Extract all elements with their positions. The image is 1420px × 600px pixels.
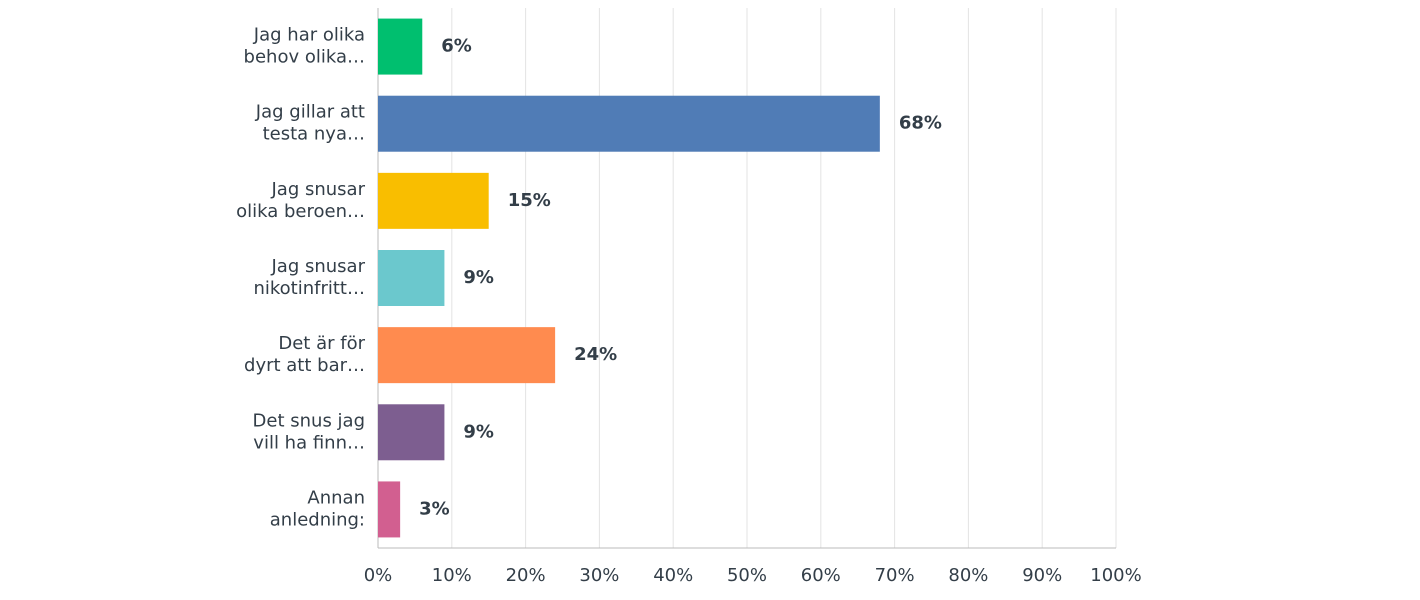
x-tick-label: 10% <box>432 565 472 586</box>
bar <box>378 250 445 306</box>
y-tick-label: Jag snusar olika beroen… <box>236 179 365 222</box>
y-tick-label-line: olika beroen… <box>236 201 365 222</box>
y-tick-label: Det snus jag vill ha finn… <box>253 410 365 453</box>
bar <box>378 172 489 229</box>
y-tick-label-line: Det är för <box>278 333 365 354</box>
y-tick-label-line: Jag snusar <box>271 179 366 200</box>
y-tick-label: Det är för dyrt att bar… <box>244 333 366 376</box>
bar <box>378 95 880 152</box>
y-tick-label: Annan anledning: <box>270 487 365 530</box>
y-tick-label-line: vill ha finn… <box>253 432 365 453</box>
y-tick-label-line: nikotinfritt… <box>253 278 365 299</box>
x-tick-label: 20% <box>506 565 546 586</box>
value-label: 9% <box>463 421 494 442</box>
value-label: 15% <box>508 190 551 211</box>
value-label: 24% <box>574 344 617 365</box>
value-label: 9% <box>463 267 494 288</box>
value-label: 3% <box>419 498 450 519</box>
bar <box>378 404 445 461</box>
x-tick-label: 70% <box>875 565 915 586</box>
y-tick-label-line: Jag har olika <box>253 25 365 46</box>
y-tick-label: Jag har olika behov olika… <box>244 25 365 68</box>
x-tick-label: 40% <box>653 565 693 586</box>
x-tick-label: 80% <box>948 565 988 586</box>
y-tick-label-line: testa nya… <box>263 124 365 145</box>
bar <box>378 327 556 384</box>
x-tick-label: 90% <box>1022 565 1062 586</box>
y-tick-label-line: behov olika… <box>244 47 365 68</box>
bar <box>378 481 401 538</box>
y-tick-label-line: anledning: <box>270 509 365 530</box>
bar <box>378 18 423 75</box>
y-tick-label-line: dyrt att bar… <box>244 355 365 376</box>
x-tick-label: 30% <box>579 565 619 586</box>
x-tick-label: 0% <box>364 565 393 586</box>
y-tick-label-line: Jag snusar <box>271 256 366 277</box>
y-tick-label-line: Annan <box>307 487 365 508</box>
x-tick-label: 100% <box>1090 565 1141 586</box>
y-tick-label: Jag gillar att testa nya… <box>255 102 365 145</box>
x-tick-label: 50% <box>727 565 767 586</box>
y-tick-label-line: Det snus jag <box>253 410 365 431</box>
value-label: 68% <box>899 113 942 134</box>
value-label: 6% <box>441 36 472 57</box>
x-tick-label: 60% <box>801 565 841 586</box>
y-tick-label-line: Jag gillar att <box>255 102 365 123</box>
y-tick-label: Jag snusar nikotinfritt… <box>253 256 365 299</box>
